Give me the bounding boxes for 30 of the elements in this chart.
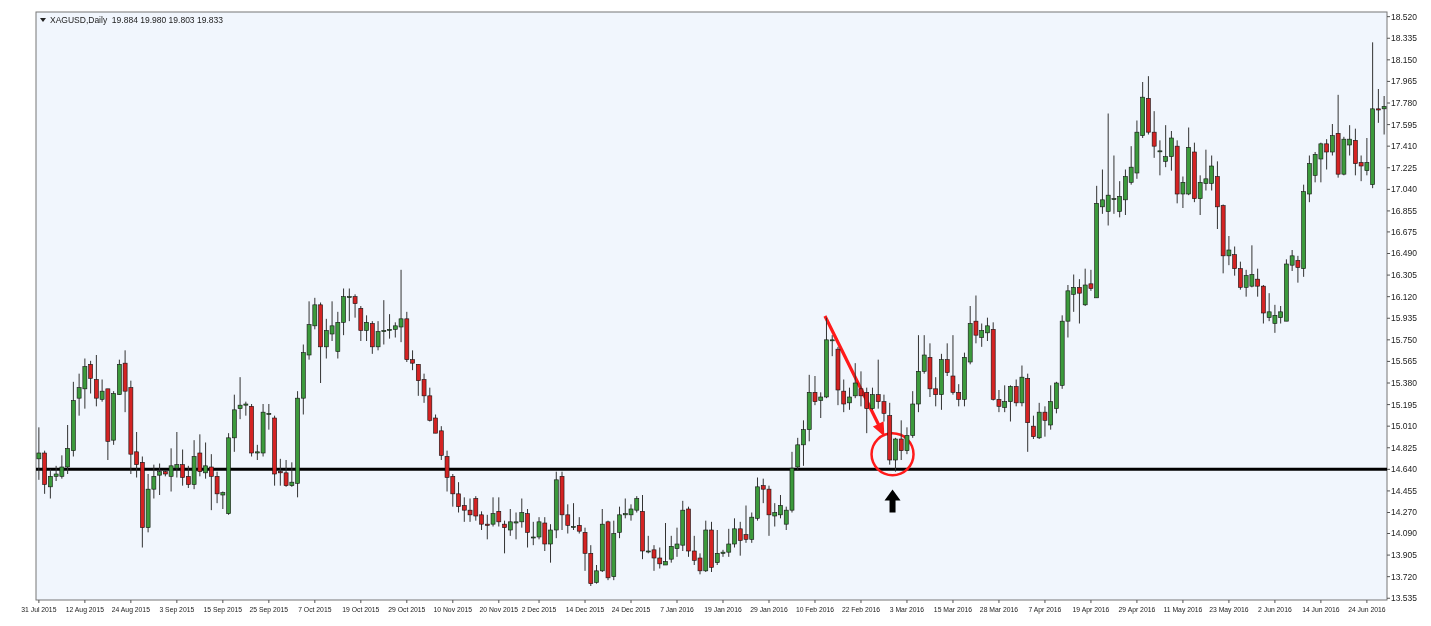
y-tick-label: 14.640 [1391,464,1418,475]
y-tick-label: 15.380 [1391,377,1418,388]
y-tick-label: 13.720 [1391,571,1418,582]
y-tick-label: 15.010 [1391,421,1418,432]
y-tick-label: 13.905 [1391,550,1418,561]
y-tick-label: 15.935 [1391,313,1418,324]
y-tick-label: 15.195 [1391,399,1418,410]
y-tick-label: 16.120 [1391,291,1418,302]
y-tick-label: 14.825 [1391,442,1418,453]
y-tick-label: 14.270 [1391,507,1418,518]
y-tick-label: 16.490 [1391,248,1418,259]
y-tick-label: 18.150 [1391,54,1418,65]
chart-title: XAGUSD,Daily 19.884 19.980 19.803 19.833 [50,15,224,25]
y-tick-label: 17.225 [1391,162,1418,173]
y-tick-label: 17.040 [1391,184,1418,195]
y-tick-label: 16.855 [1391,205,1418,216]
y-tick-label: 16.305 [1391,270,1418,281]
y-tick-label: 16.675 [1391,226,1418,237]
candlestick [1157,139,1163,176]
y-tick-label: 17.965 [1391,76,1418,87]
y-tick-label: 18.520 [1391,11,1418,22]
y-tick-label: 17.780 [1391,97,1418,108]
y-tick-label: 18.335 [1391,33,1418,44]
y-tick-label: 17.595 [1391,119,1418,130]
y-tick-label: 14.455 [1391,485,1418,496]
y-tick-label: 13.535 [1391,593,1418,604]
y-tick-label: 15.750 [1391,334,1418,345]
y-tick-label: 15.565 [1391,356,1418,367]
y-tick-label: 14.090 [1391,528,1418,539]
y-tick-label: 17.410 [1391,141,1418,152]
